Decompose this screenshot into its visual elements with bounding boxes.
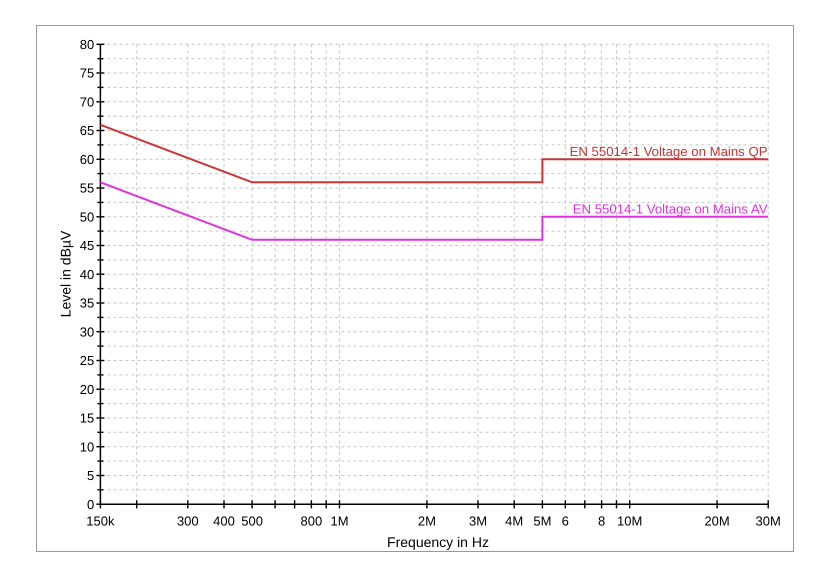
svg-text:500: 500 <box>241 514 263 529</box>
svg-text:60: 60 <box>80 152 94 167</box>
svg-text:20: 20 <box>80 382 94 397</box>
svg-text:10M: 10M <box>617 514 642 529</box>
svg-text:1M: 1M <box>330 514 348 529</box>
svg-text:50: 50 <box>80 210 94 225</box>
svg-text:25: 25 <box>80 353 94 368</box>
svg-text:40: 40 <box>80 267 94 282</box>
svg-text:30M: 30M <box>756 514 781 529</box>
svg-text:5M: 5M <box>533 514 551 529</box>
svg-text:Level in dBµV: Level in dBµV <box>58 230 74 317</box>
svg-text:5: 5 <box>87 468 94 483</box>
svg-text:75: 75 <box>80 66 94 81</box>
svg-text:150k: 150k <box>86 514 115 529</box>
svg-text:2M: 2M <box>418 514 436 529</box>
svg-text:0: 0 <box>87 497 94 512</box>
svg-text:30: 30 <box>80 324 94 339</box>
svg-text:4M: 4M <box>505 514 523 529</box>
svg-text:55: 55 <box>80 181 94 196</box>
svg-text:Frequency in Hz: Frequency in Hz <box>387 534 489 550</box>
svg-text:10: 10 <box>80 439 94 454</box>
svg-text:400: 400 <box>213 514 235 529</box>
svg-text:EN 55014-1 Voltage on Mains QP: EN 55014-1 Voltage on Mains QP <box>570 144 768 159</box>
svg-text:15: 15 <box>80 411 94 426</box>
svg-text:80: 80 <box>80 37 94 52</box>
svg-text:8: 8 <box>598 514 605 529</box>
svg-text:65: 65 <box>80 123 94 138</box>
svg-text:45: 45 <box>80 238 94 253</box>
svg-text:6: 6 <box>562 514 569 529</box>
svg-text:20M: 20M <box>704 514 729 529</box>
svg-text:EN 55014-1 Voltage on Mains AV: EN 55014-1 Voltage on Mains AV <box>573 202 768 217</box>
svg-text:3M: 3M <box>469 514 487 529</box>
svg-text:70: 70 <box>80 95 94 110</box>
svg-text:35: 35 <box>80 296 94 311</box>
svg-text:300: 300 <box>177 514 199 529</box>
svg-text:800: 800 <box>301 514 323 529</box>
